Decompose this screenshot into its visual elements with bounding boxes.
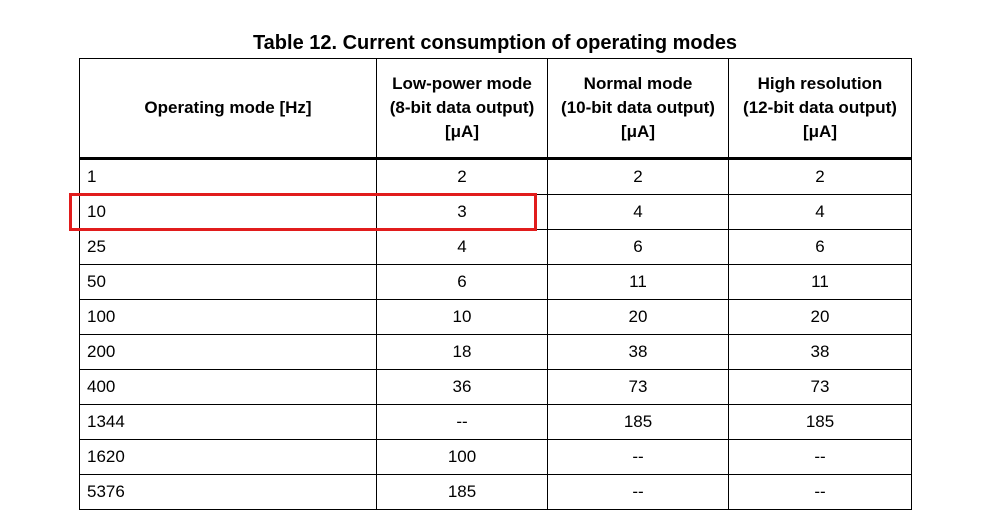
cell-normal: -- [547,439,729,475]
table-title: Table 12. Current consumption of operati… [252,32,738,54]
header-operating-mode: Operating mode [Hz] [79,58,377,160]
cell-normal: 20 [547,299,729,335]
header-normal-mode: Normal mode (10-bit data output) [μA] [547,58,729,160]
header-line: [μA] [803,122,837,141]
cell-normal: -- [547,474,729,510]
table-row: 1 2 2 2 [79,158,912,195]
table-row: 1344 -- 185 185 [79,404,912,440]
header-line: (10-bit data output) [561,98,715,117]
cell-high-resolution: -- [728,474,912,510]
table-row: 100 10 20 20 [79,299,912,335]
cell-low-power: 4 [376,229,548,265]
cell-low-power: 185 [376,474,548,510]
table-row: 400 36 73 73 [79,369,912,405]
cell-high-resolution: 185 [728,404,912,440]
header-line: (12-bit data output) [743,98,897,117]
cell-normal: 2 [547,158,729,195]
cell-low-power: 18 [376,334,548,370]
header-line: [μA] [445,122,479,141]
cell-low-power: 3 [376,194,548,230]
header-line: (8-bit data output) [389,98,535,117]
cell-operating-mode: 100 [79,299,377,335]
cell-low-power: -- [376,404,548,440]
cell-operating-mode: 50 [79,264,377,300]
header-row: Operating mode [Hz] Low-power mode (8-bi… [79,58,912,160]
cell-operating-mode: 25 [79,229,377,265]
cell-operating-mode: 1620 [79,439,377,475]
cell-operating-mode: 10 [79,194,377,230]
cell-high-resolution: 11 [728,264,912,300]
current-consumption-table: Operating mode [Hz] Low-power mode (8-bi… [79,58,912,510]
cell-operating-mode: 5376 [79,474,377,510]
cell-normal: 73 [547,369,729,405]
cell-low-power: 6 [376,264,548,300]
table-row: 10 3 4 4 [79,194,912,230]
cell-high-resolution: 73 [728,369,912,405]
table-row: 5376 185 -- -- [79,474,912,510]
cell-high-resolution: -- [728,439,912,475]
header-line: Normal mode [583,74,693,93]
cell-low-power: 2 [376,158,548,195]
table-row: 50 6 11 11 [79,264,912,300]
table-row: 1620 100 -- -- [79,439,912,475]
cell-low-power: 100 [376,439,548,475]
cell-low-power: 36 [376,369,548,405]
cell-normal: 4 [547,194,729,230]
header-high-resolution: High resolution (12-bit data output) [μA… [728,58,912,160]
table-row: 200 18 38 38 [79,334,912,370]
header-low-power-mode: Low-power mode (8-bit data output) [μA] [376,58,548,160]
cell-operating-mode: 1 [79,158,377,195]
cell-normal: 6 [547,229,729,265]
cell-low-power: 10 [376,299,548,335]
header-line: High resolution [757,74,883,93]
cell-operating-mode: 400 [79,369,377,405]
cell-high-resolution: 38 [728,334,912,370]
cell-normal: 38 [547,334,729,370]
cell-high-resolution: 2 [728,158,912,195]
cell-operating-mode: 200 [79,334,377,370]
cell-high-resolution: 6 [728,229,912,265]
header-line: Low-power mode [392,74,532,93]
cell-operating-mode: 1344 [79,404,377,440]
cell-normal: 11 [547,264,729,300]
cell-normal: 185 [547,404,729,440]
table-row: 25 4 6 6 [79,229,912,265]
cell-high-resolution: 4 [728,194,912,230]
header-line: Operating mode [Hz] [144,98,312,117]
cell-high-resolution: 20 [728,299,912,335]
header-line: [μA] [621,122,655,141]
